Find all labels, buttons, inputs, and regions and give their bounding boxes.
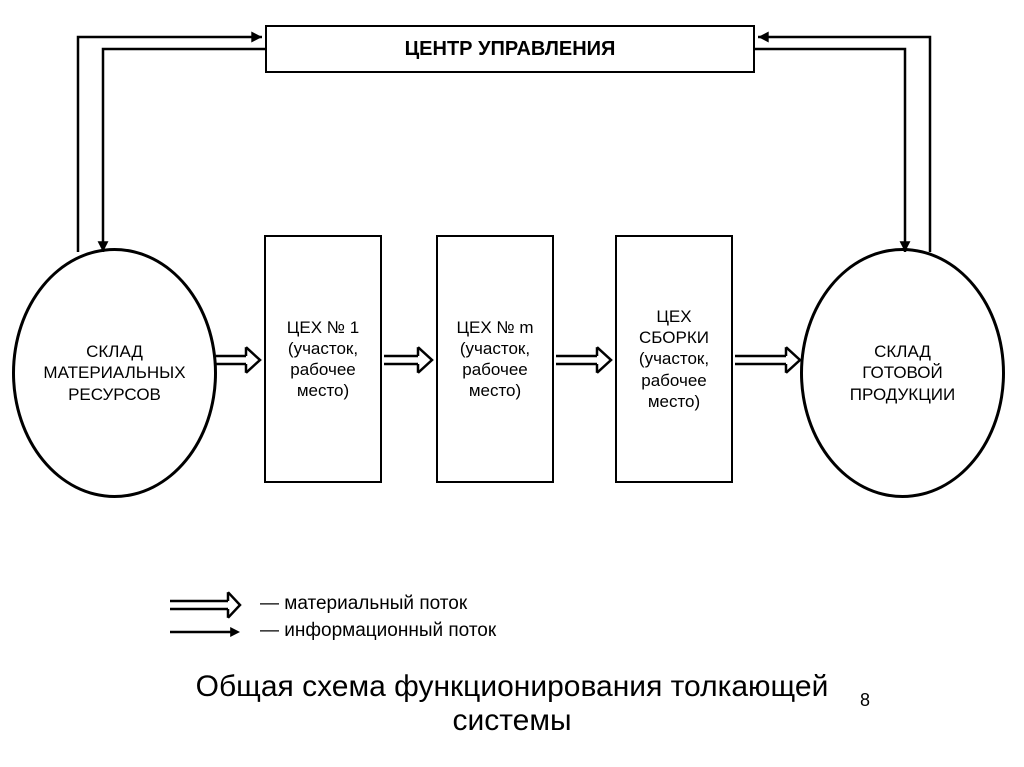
node-store-in-label: СКЛАД МАТЕРИАЛЬНЫХ РЕСУРСОВ xyxy=(43,341,185,405)
node-shop-1: ЦЕХ № 1 (участок, рабочее место) xyxy=(264,235,382,483)
node-shop-1-label: ЦЕХ № 1 (участок, рабочее место) xyxy=(287,317,359,402)
node-store-out-label: СКЛАД ГОТОВОЙ ПРОДУКЦИИ xyxy=(850,341,955,405)
legend-info-label: — информационный поток xyxy=(260,620,496,642)
node-control-center: ЦЕНТР УПРАВЛЕНИЯ xyxy=(265,25,755,73)
node-store-out: СКЛАД ГОТОВОЙ ПРОДУКЦИИ xyxy=(800,248,1005,498)
node-control-center-label: ЦЕНТР УПРАВЛЕНИЯ xyxy=(405,37,616,62)
node-shop-m: ЦЕХ № m (участок, рабочее место) xyxy=(436,235,554,483)
node-assembly-label: ЦЕХ СБОРКИ (участок, рабочее место) xyxy=(639,306,709,412)
node-store-in: СКЛАД МАТЕРИАЛЬНЫХ РЕСУРСОВ xyxy=(12,248,217,498)
page-number: 8 xyxy=(860,690,870,711)
node-shop-m-label: ЦЕХ № m (участок, рабочее место) xyxy=(456,317,533,402)
node-assembly: ЦЕХ СБОРКИ (участок, рабочее место) xyxy=(615,235,733,483)
legend-material-label: — материальный поток xyxy=(260,593,467,615)
diagram-canvas: ЦЕНТР УПРАВЛЕНИЯ СКЛАД МАТЕРИАЛЬНЫХ РЕСУ… xyxy=(0,0,1024,767)
diagram-title: Общая схема функционирования толкающей с… xyxy=(0,670,1024,738)
